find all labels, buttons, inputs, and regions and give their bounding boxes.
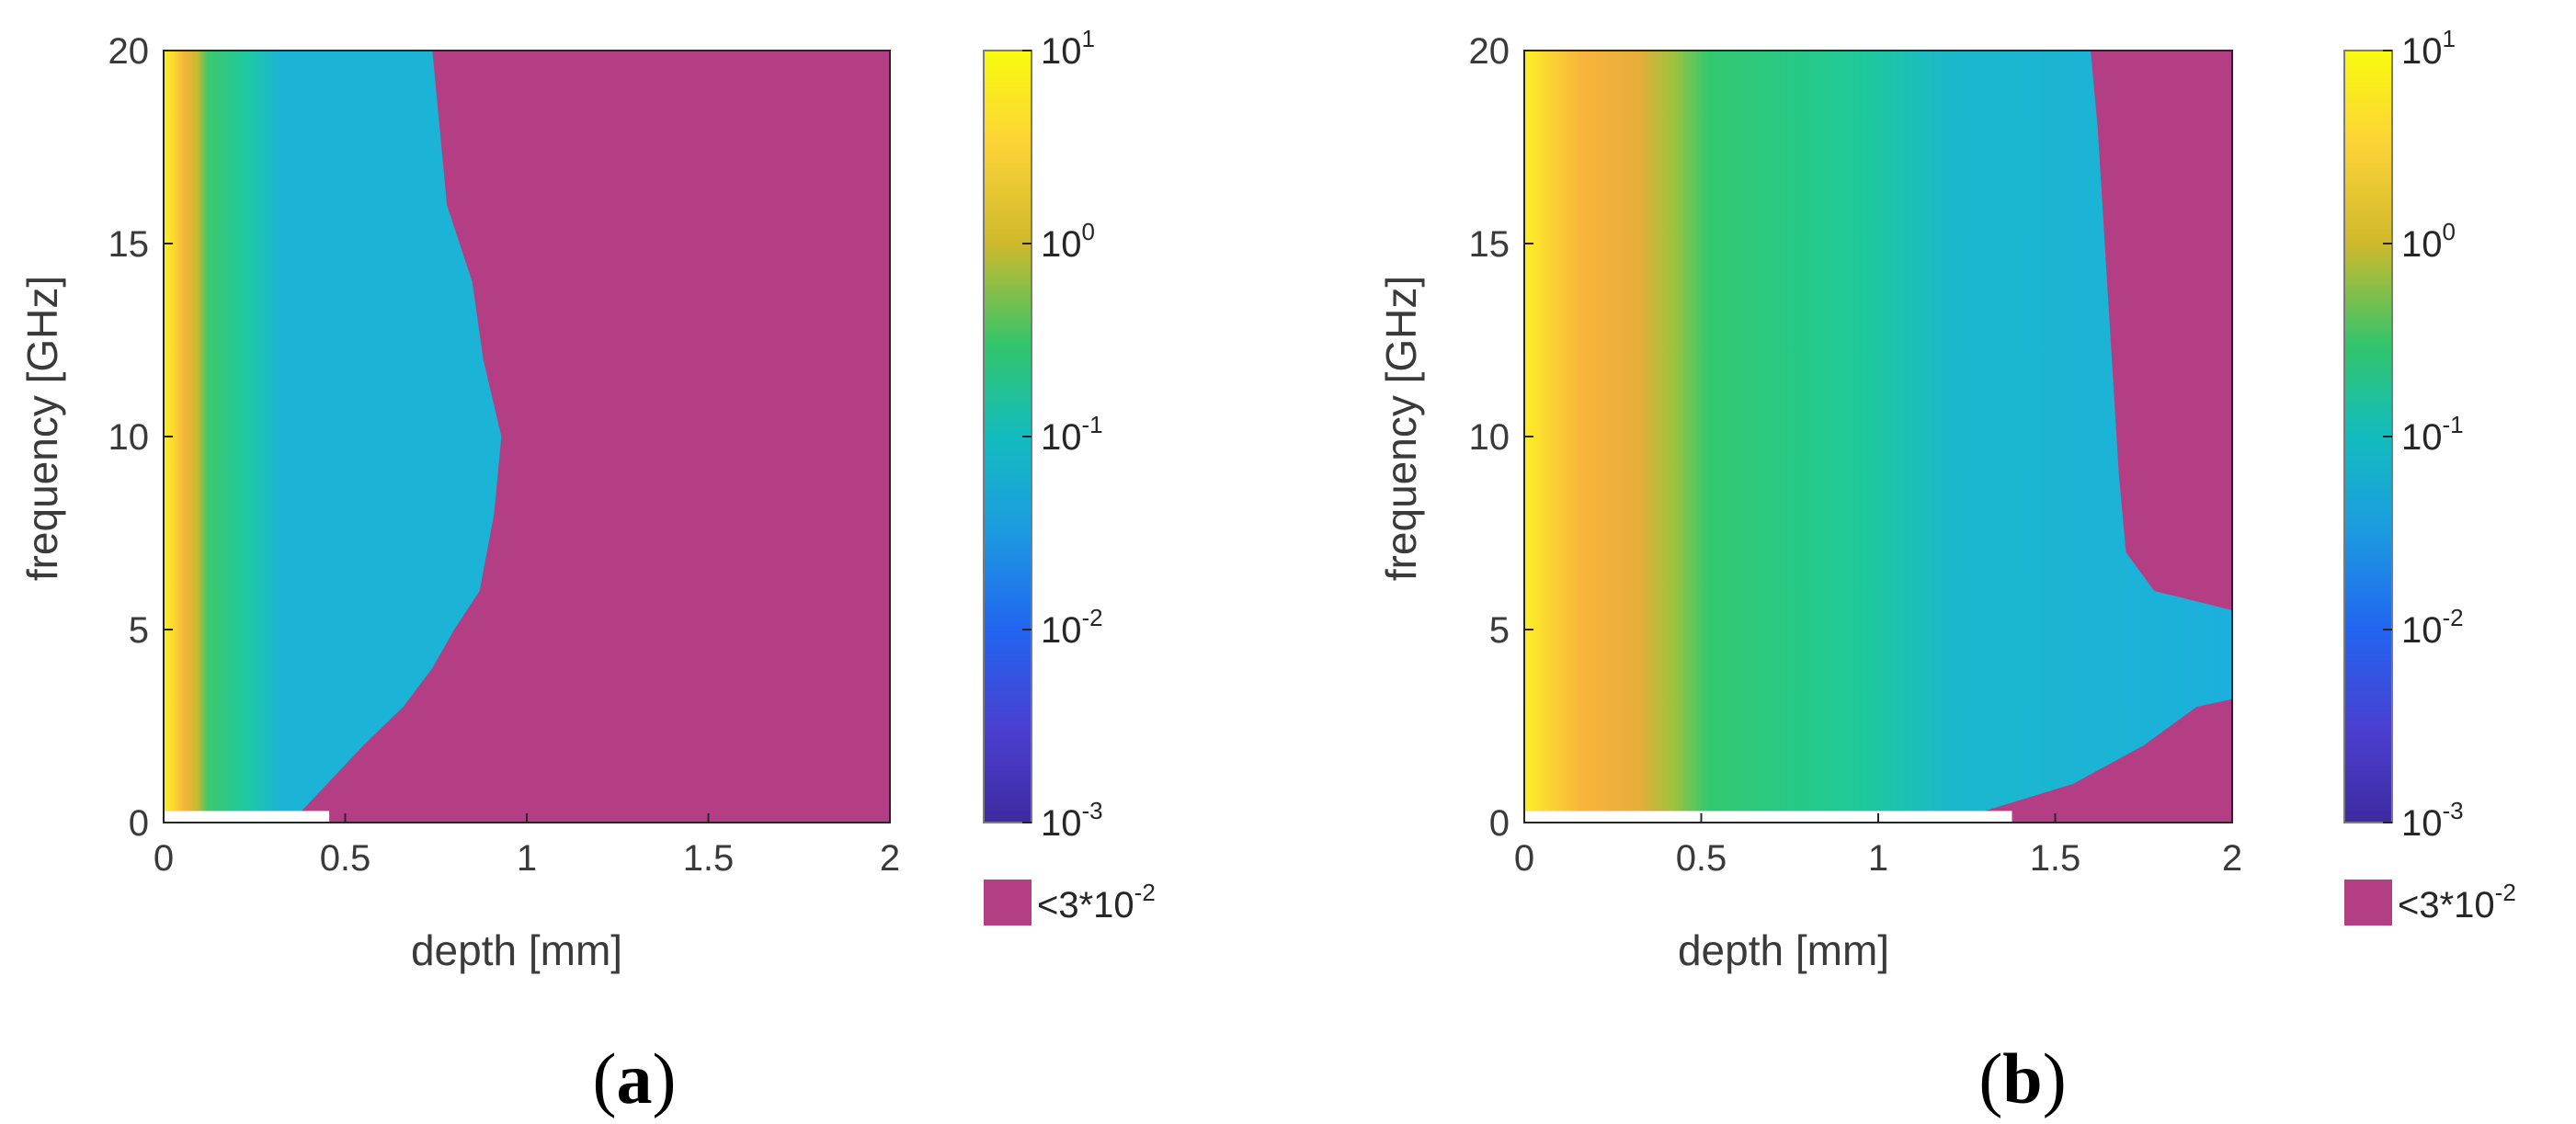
below-threshold-exponent-b: -2: [2495, 879, 2516, 906]
y-tick-label: 15: [1469, 224, 1510, 265]
x-tick-label: 1.5: [2030, 838, 2081, 879]
colorbar-tick-label: 10-1: [1041, 411, 1103, 458]
x-tick-label: 1: [517, 838, 537, 879]
below-threshold-base-a: <3*10: [1037, 885, 1134, 925]
panel-label-close-a: ): [653, 1039, 677, 1118]
x-axis-label-a: depth [mm]: [411, 926, 622, 974]
panel-label-open-a: (: [593, 1039, 617, 1118]
colorbar-tick-label: 100: [2401, 218, 2456, 265]
colorbar-a: 101 100 10-1 10-2 10-3 <3*10-2: [983, 25, 1156, 925]
colorbar-tick-label: 100: [1041, 218, 1095, 265]
x-tick-label: 2: [2222, 838, 2242, 879]
below-threshold-swatch-a: [984, 880, 1032, 925]
y-tick-label: 15: [108, 224, 150, 265]
panel-label-letter-a: a: [617, 1039, 653, 1118]
x-tick-label: 1.5: [683, 838, 735, 879]
y-tick-label: 10: [108, 417, 150, 458]
colorbar-b: 101 100 10-1 10-2 10-3 <3*10-2: [2343, 25, 2516, 925]
y-axis-label-a: frequency [GHz]: [18, 276, 66, 581]
panel-b: 0 0.5 1 1.5 2 0 5 10 15 20 depth [mm] frequency …: [1377, 25, 2516, 1118]
panel-a: 0 0.5 1 1.5 2 0 5 10 15 20 depth [mm] frequency …: [18, 25, 1156, 1118]
colorbar-tick-label: 101: [1041, 25, 1095, 72]
colorbar-tick-label: 101: [2401, 25, 2456, 72]
panel-label-a: (a): [593, 1039, 677, 1118]
plot-area-a: [163, 50, 891, 823]
below-threshold-label-b: <3*10-2: [2398, 879, 2516, 925]
low-frequency-gap: [1524, 811, 2012, 823]
low-frequency-gap: [164, 811, 330, 823]
y-ticks-a: 0 5 10 15 20: [108, 31, 173, 844]
colorbar-tick-label: 10-1: [2401, 411, 2464, 458]
x-tick-label: 0: [154, 838, 174, 879]
colorbar-tick-label: 10-3: [1041, 797, 1103, 844]
x-axis-label-b: depth [mm]: [1678, 926, 1889, 974]
y-tick-label: 5: [129, 610, 149, 651]
panel-label-b: (b): [1978, 1039, 2066, 1118]
y-tick-label: 10: [1469, 417, 1510, 458]
x-tick-label: 2: [880, 838, 900, 879]
colorbar-ticks-a: 101 100 10-1 10-2 10-3: [1022, 25, 1103, 844]
x-tick-label: 0: [1514, 838, 1534, 879]
x-tick-label: 0.5: [320, 838, 371, 879]
below-threshold-base-b: <3*10: [2398, 885, 2495, 925]
panel-label-open-b: (: [1978, 1039, 2002, 1118]
below-threshold-swatch-b: [2344, 880, 2392, 925]
y-ticks-b: 0 5 10 15 20: [1469, 31, 1533, 844]
panel-label-letter-b: b: [2002, 1039, 2042, 1118]
y-tick-label: 0: [129, 803, 149, 844]
colorbar-tick-label: 10-2: [2401, 604, 2464, 651]
x-ticks-a: 0 0.5 1 1.5 2: [154, 813, 900, 879]
signal-region: [164, 51, 502, 812]
y-tick-label: 0: [1489, 803, 1510, 844]
x-ticks-b: 0 0.5 1 1.5 2: [1514, 813, 2242, 879]
plot-area-b: [1523, 50, 2233, 823]
y-tick-label: 20: [1469, 31, 1510, 72]
below-threshold-exponent-a: -2: [1134, 879, 1156, 906]
colorbar-tick-label: 10-2: [1041, 604, 1103, 651]
signal-region: [1524, 51, 2232, 812]
below-threshold-label-a: <3*10-2: [1037, 879, 1156, 925]
panel-label-close-b: ): [2043, 1039, 2067, 1118]
y-axis-label-b: frequency [GHz]: [1377, 276, 1425, 581]
x-tick-label: 0.5: [1676, 838, 1727, 879]
x-tick-label: 1: [1868, 838, 1888, 879]
y-tick-label: 5: [1489, 610, 1510, 651]
y-tick-label: 20: [108, 31, 150, 72]
colorbar-tick-label: 10-3: [2401, 797, 2464, 844]
colorbar-ticks-b: 101 100 10-1 10-2 10-3: [2383, 25, 2464, 844]
